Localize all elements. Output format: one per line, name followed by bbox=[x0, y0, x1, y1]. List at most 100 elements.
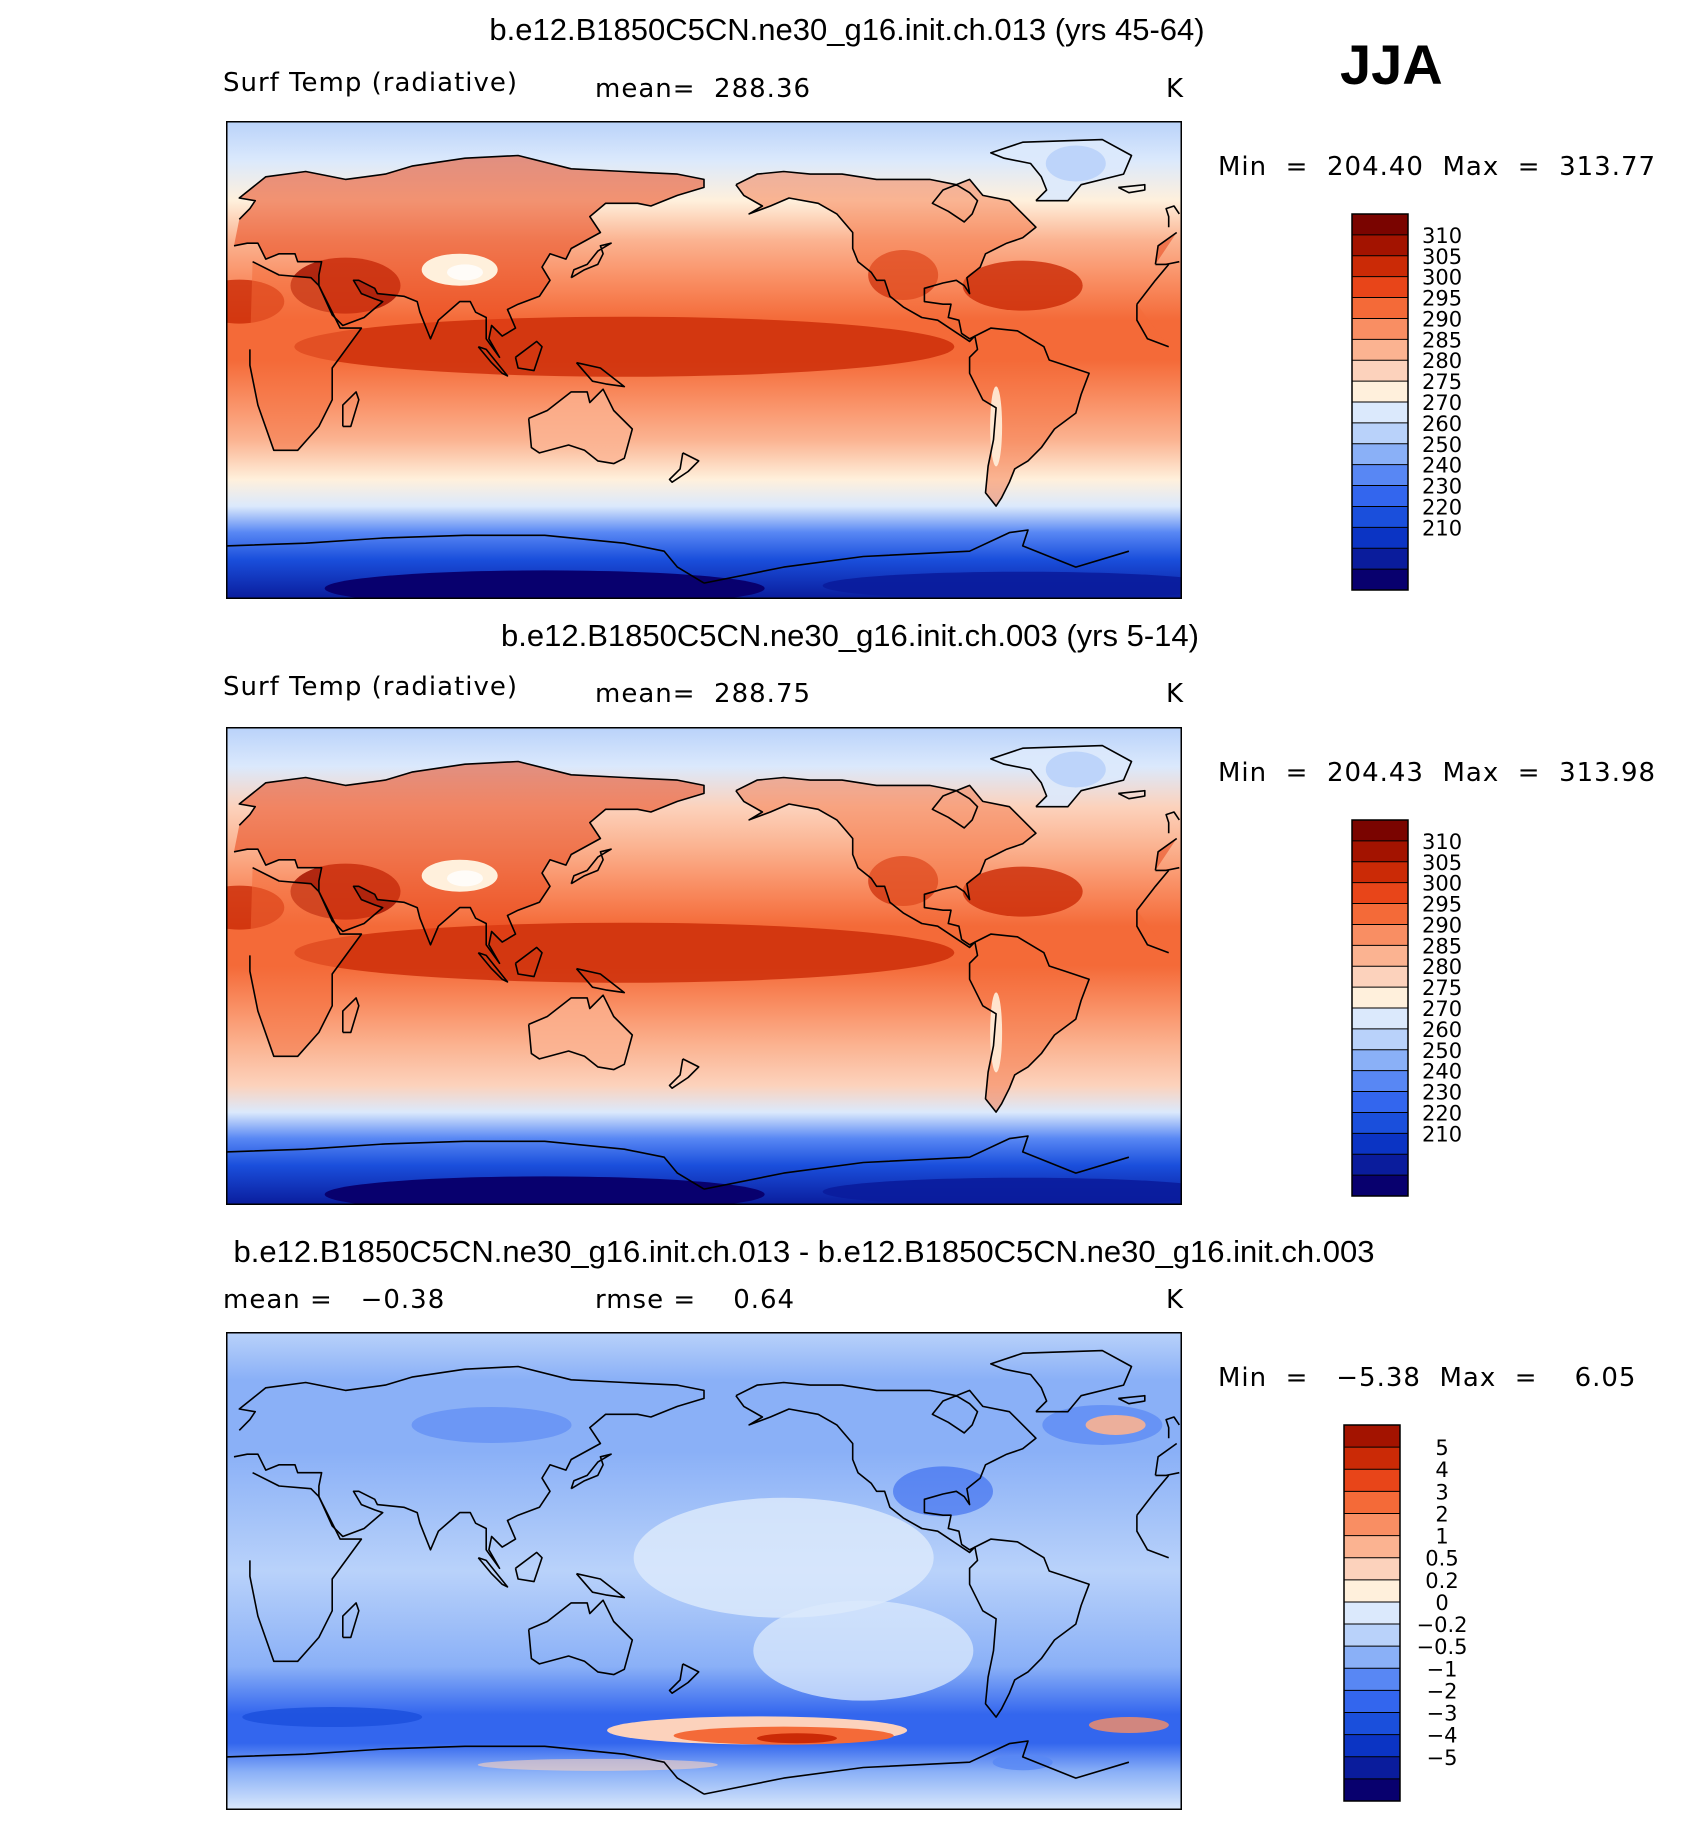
contour-region bbox=[477, 1758, 718, 1771]
colorbar-label: 290 bbox=[1422, 307, 1462, 331]
coastline-samerica bbox=[968, 1538, 1090, 1718]
colorbar-label: 230 bbox=[1422, 475, 1462, 499]
colorbar-label: 300 bbox=[1422, 266, 1462, 290]
colorbar-swatch bbox=[1352, 548, 1408, 570]
colorbar-swatch bbox=[1352, 464, 1408, 487]
coastline-madagascar bbox=[342, 997, 360, 1034]
colorbar-frame bbox=[1343, 1424, 1401, 1802]
coastline-africa bbox=[249, 866, 1170, 1058]
contour-region bbox=[868, 250, 939, 301]
panel1-mean-label: mean= 288.36 bbox=[595, 74, 812, 104]
land-region bbox=[735, 171, 1036, 342]
colorbar-swatch bbox=[1352, 861, 1408, 884]
colorbar-swatch bbox=[1352, 485, 1408, 507]
contour-region bbox=[633, 1497, 934, 1618]
colorbar-swatch bbox=[1352, 527, 1408, 549]
colorbar-swatch bbox=[1344, 1601, 1400, 1625]
colorbar-label: −0.5 bbox=[1417, 1635, 1468, 1659]
colorbar-swatch bbox=[1352, 1008, 1408, 1030]
colorbar-swatch bbox=[1344, 1756, 1400, 1780]
coastline-australia bbox=[527, 994, 634, 1071]
panel2-title: b.e12.B1850C5CN.ne30_g16.init.ch.003 (yr… bbox=[501, 618, 1199, 653]
colorbar-label: 4 bbox=[1435, 1458, 1448, 1482]
land-region bbox=[528, 995, 633, 1070]
contour-region bbox=[411, 1406, 572, 1443]
land-region bbox=[234, 155, 1180, 358]
colorbar-label: 275 bbox=[1422, 976, 1462, 1000]
contour-region bbox=[1085, 1414, 1146, 1435]
panel1-title: b.e12.B1850C5CN.ne30_g16.init.ch.013 (yr… bbox=[489, 12, 1205, 47]
colorbar-label: −2 bbox=[1427, 1679, 1458, 1703]
colorbar-swatch bbox=[1352, 255, 1408, 278]
contour-region bbox=[893, 1466, 993, 1517]
panel3-map bbox=[226, 1332, 1182, 1810]
colorbar-swatch bbox=[1352, 360, 1408, 382]
panel3-title: b.e12.B1850C5CN.ne30_g16.init.ch.013 - b… bbox=[233, 1234, 1375, 1269]
contour-region bbox=[294, 316, 955, 377]
colorbar-label: 280 bbox=[1422, 955, 1462, 979]
contour-region bbox=[242, 1707, 423, 1728]
coastline-samerica bbox=[968, 933, 1090, 1113]
panel3-rmse-label: rmse = 0.64 bbox=[595, 1285, 796, 1315]
colorbar-swatch bbox=[1344, 1469, 1400, 1492]
colorbar-swatch bbox=[1344, 1690, 1400, 1714]
contour-region bbox=[324, 570, 765, 599]
map-frame bbox=[226, 727, 1182, 1205]
contour-region bbox=[822, 1177, 1182, 1205]
coastline-sumatra bbox=[477, 951, 509, 983]
colorbar-swatch bbox=[1352, 840, 1408, 863]
colorbar-label: 285 bbox=[1422, 934, 1462, 958]
colorbar-label: −4 bbox=[1427, 1724, 1458, 1748]
coastline-nz bbox=[668, 1663, 700, 1694]
coastline-iceland bbox=[1117, 183, 1146, 194]
panel2-units-label: K bbox=[1166, 679, 1185, 709]
panel1-map bbox=[226, 121, 1182, 599]
colorbar-swatch bbox=[1352, 339, 1408, 361]
colorbar-label: 310 bbox=[1422, 830, 1462, 854]
colorbar-swatch bbox=[1352, 506, 1408, 528]
colorbar-swatch bbox=[1352, 1070, 1408, 1093]
colorbar-label: 3 bbox=[1435, 1480, 1448, 1504]
colorbar-swatch bbox=[1352, 402, 1408, 424]
colorbar-label: −1 bbox=[1427, 1657, 1458, 1681]
contour-region bbox=[962, 260, 1083, 311]
colorbar-swatch bbox=[1352, 381, 1408, 403]
colorbar-label: 210 bbox=[1422, 516, 1462, 540]
coastline-uk bbox=[1165, 1416, 1180, 1439]
contour-region bbox=[1045, 145, 1106, 182]
coastline-namerica bbox=[735, 1381, 1037, 1554]
panel2-colorbar: 310 305 300 295 290 285 280 275 270 260 250 240 230 2… bbox=[1350, 818, 1520, 1203]
coastline-australia bbox=[527, 388, 634, 465]
colorbar-swatch bbox=[1344, 1535, 1400, 1559]
colorbar-swatch bbox=[1352, 1091, 1408, 1113]
coastline-newguinea bbox=[575, 361, 626, 388]
coastline-borneo bbox=[514, 1551, 543, 1583]
contour-region bbox=[990, 386, 1003, 467]
colorbar-swatch bbox=[1352, 422, 1408, 445]
panel1-colorbar: 310 305 300 295 290 285 280 275 270 260 250 240 230 2… bbox=[1350, 212, 1520, 597]
colorbar-swatch bbox=[1344, 1491, 1400, 1514]
coastline-antarctica bbox=[226, 1135, 1130, 1190]
colorbar-label: 210 bbox=[1422, 1122, 1462, 1146]
colorbar-label: −0.2 bbox=[1417, 1613, 1468, 1637]
coastline-australia bbox=[527, 1599, 634, 1676]
colorbar-swatch bbox=[1352, 924, 1408, 946]
contour-region bbox=[294, 922, 955, 983]
colorbar-label: 2 bbox=[1435, 1502, 1448, 1526]
contour-region bbox=[990, 992, 1003, 1073]
colorbar-swatch bbox=[1352, 443, 1408, 466]
colorbar-label: 230 bbox=[1422, 1081, 1462, 1105]
land-region bbox=[234, 761, 1180, 964]
colorbar-label: 305 bbox=[1422, 245, 1462, 269]
colorbar-swatch bbox=[1352, 214, 1408, 236]
coastline-borneo bbox=[514, 946, 543, 978]
colorbar-swatch bbox=[1344, 1425, 1400, 1448]
colorbar-frame bbox=[1351, 819, 1409, 1197]
coastline-eurasia bbox=[233, 1365, 1180, 1570]
land-region bbox=[969, 934, 1090, 1113]
colorbar-label: −3 bbox=[1427, 1702, 1458, 1726]
colorbar-label: 0.2 bbox=[1425, 1569, 1458, 1593]
colorbar-swatch bbox=[1352, 1028, 1408, 1051]
coastline-eurasia bbox=[233, 154, 1180, 359]
colorbar-swatch bbox=[1344, 1447, 1400, 1470]
